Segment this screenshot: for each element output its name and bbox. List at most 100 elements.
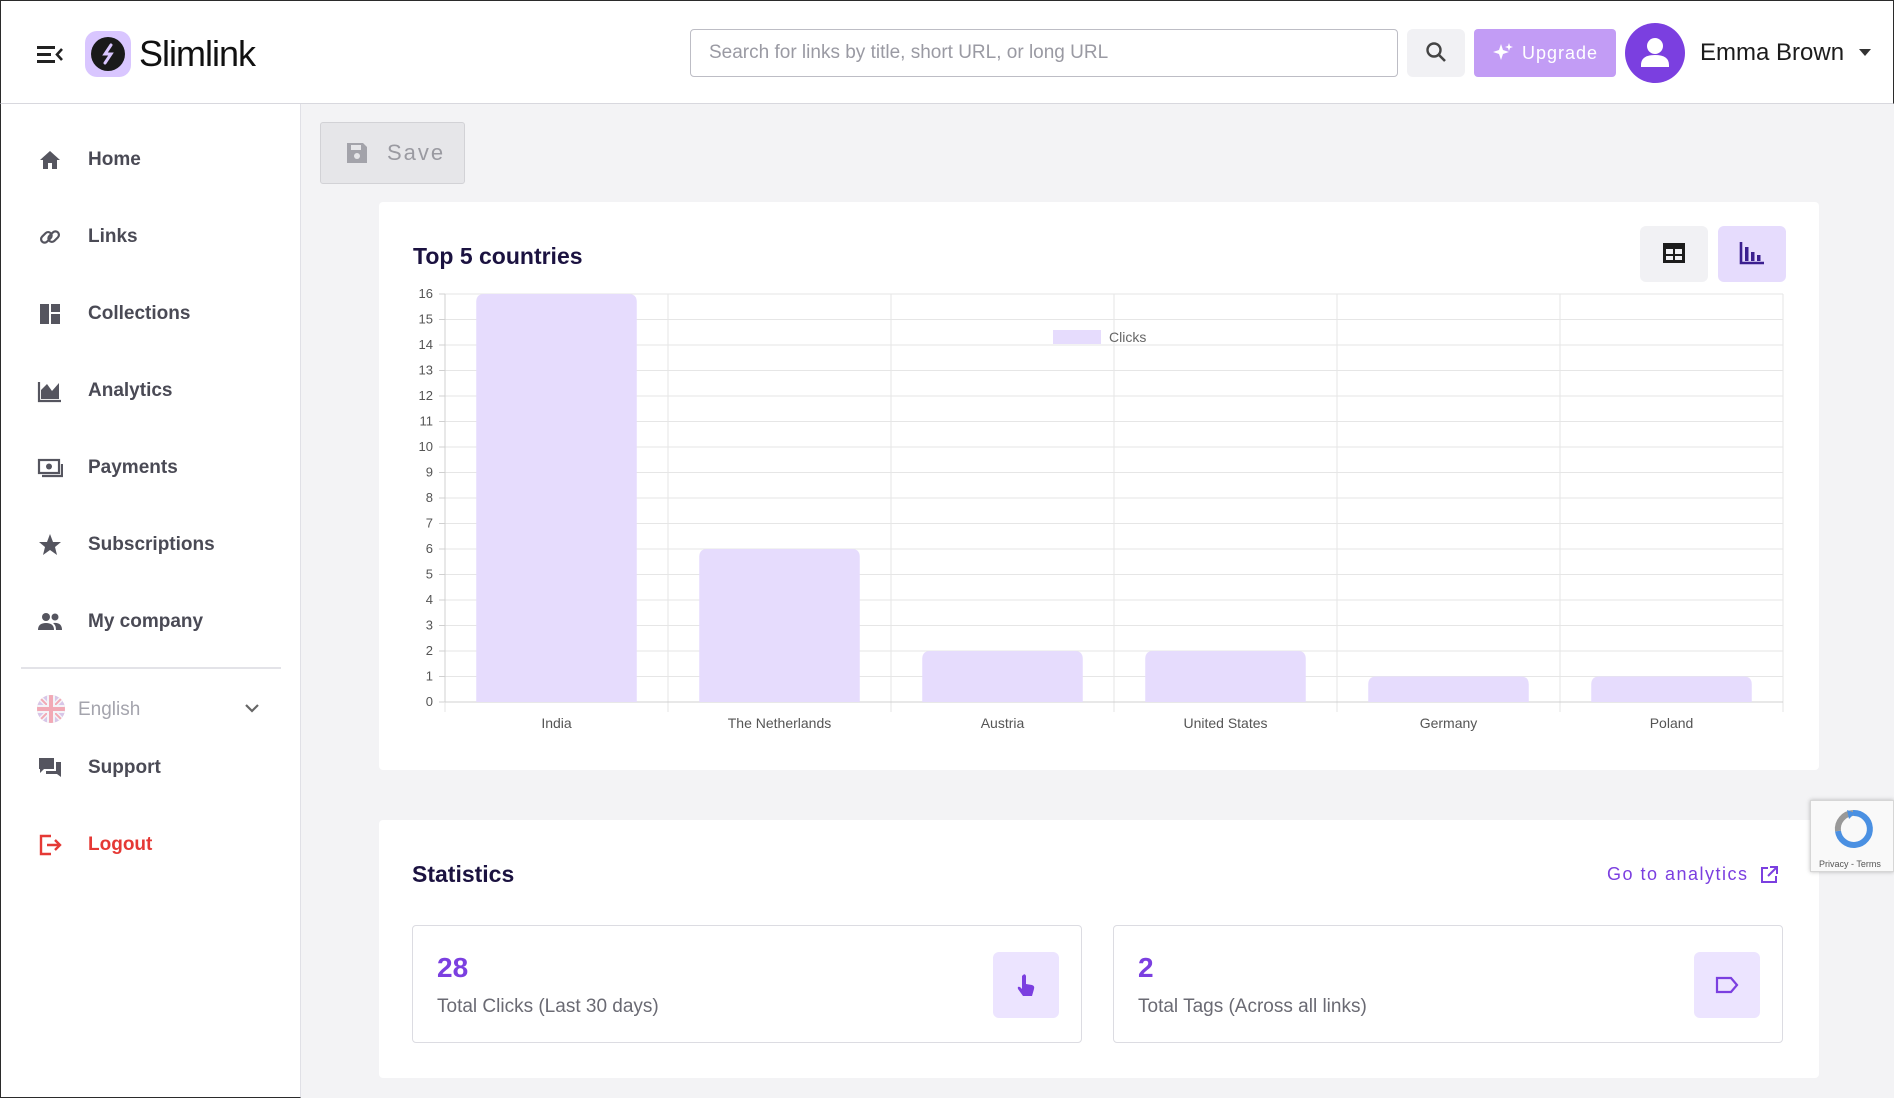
sidebar-item-home[interactable]: Home: [1, 129, 301, 189]
sidebar-item-collections[interactable]: Collections: [1, 283, 301, 343]
y-tick-label: 0: [426, 694, 433, 709]
table-icon: [1663, 242, 1685, 263]
uk-flag-icon: [37, 695, 65, 723]
total-clicks-card: 28 Total Clicks (Last 30 days): [412, 925, 1082, 1043]
upgrade-label: Upgrade: [1521, 42, 1599, 63]
sidebar-item-label: Links: [88, 226, 138, 247]
y-tick-label: 12: [419, 388, 433, 403]
sidebar-item-payments[interactable]: Payments: [1, 437, 301, 497]
recaptcha-icon: [1834, 809, 1873, 848]
save-icon: [347, 143, 367, 163]
sidebar-item-label: My company: [88, 611, 204, 632]
search-icon: [1426, 41, 1446, 62]
legend-swatch: [1053, 330, 1101, 344]
sidebar-item-label: Payments: [88, 457, 178, 478]
user-name[interactable]: Emma Brown: [1700, 39, 1845, 66]
caret-down-icon[interactable]: [1859, 49, 1871, 56]
x-tick-label: Germany: [1420, 715, 1478, 731]
x-tick-label: The Netherlands: [728, 715, 832, 731]
chart-view-button[interactable]: [1718, 226, 1786, 282]
sidebar-item-label: Collections: [88, 303, 191, 324]
logo-text[interactable]: Slimlink: [139, 33, 256, 74]
tap-icon: [993, 952, 1059, 1018]
link-icon: [39, 230, 61, 244]
logo-icon[interactable]: [85, 31, 131, 77]
sidebar-item-links[interactable]: Links: [1, 206, 301, 266]
external-link-icon: [1760, 865, 1778, 883]
user-icon: [1641, 38, 1669, 67]
search-input[interactable]: [690, 29, 1398, 77]
stat-value: 2: [1138, 952, 1154, 983]
y-tick-label: 4: [426, 592, 433, 607]
statistics-title: Statistics: [412, 861, 515, 887]
menu-collapse-icon[interactable]: [37, 43, 63, 65]
y-tick-label: 2: [426, 643, 433, 658]
save-label: Save: [387, 140, 446, 165]
sidebar-item-label: Analytics: [88, 380, 173, 401]
bar: [476, 294, 637, 702]
x-tick-label: Poland: [1650, 715, 1694, 731]
sidebar-item-logout[interactable]: Logout: [1, 814, 301, 874]
y-tick-label: 13: [419, 363, 433, 378]
y-tick-label: 7: [426, 516, 433, 531]
money-icon: [37, 458, 63, 478]
y-tick-label: 14: [419, 337, 433, 352]
people-icon: [38, 613, 62, 630]
y-tick-label: 3: [426, 618, 433, 633]
statistics-card: Statistics Go to analytics 28 Total Clic…: [379, 820, 1819, 1078]
recaptcha-footer[interactable]: Privacy - Terms: [1819, 859, 1881, 869]
avatar[interactable]: [1625, 23, 1685, 83]
sidebar-item-label: Logout: [88, 834, 153, 855]
language-select[interactable]: English: [31, 687, 271, 731]
stat-label: Total Clicks (Last 30 days): [437, 996, 659, 1017]
sidebar-item-support[interactable]: Support: [1, 737, 301, 797]
card-title: Top 5 countries: [413, 243, 583, 269]
search-button[interactable]: [1407, 29, 1465, 77]
y-tick-label: 15: [419, 312, 433, 327]
legend-label: Clicks: [1109, 329, 1146, 345]
bar: [1368, 676, 1529, 702]
dashboard-icon: [40, 304, 60, 324]
y-tick-label: 11: [420, 414, 434, 429]
bar-chart-icon: [1739, 241, 1764, 264]
y-tick-label: 16: [419, 286, 433, 301]
table-view-button[interactable]: [1640, 226, 1708, 282]
sparkle-icon: [1492, 43, 1513, 60]
go-to-analytics-link[interactable]: Go to analytics: [1607, 864, 1779, 885]
sidebar-item-my-company[interactable]: My company: [1, 591, 301, 651]
top-header: Slimlink Upgrade Emma Brown: [0, 0, 1894, 104]
x-tick-label: India: [541, 715, 572, 731]
x-tick-label: Austria: [981, 715, 1025, 731]
y-tick-label: 10: [419, 439, 433, 454]
stat-value: 28: [437, 952, 469, 983]
x-tick-label: United States: [1183, 715, 1267, 731]
y-tick-label: 5: [426, 567, 433, 582]
chat-icon: [39, 758, 61, 777]
y-tick-label: 9: [426, 465, 433, 480]
recaptcha-badge[interactable]: Privacy - Terms: [1810, 800, 1894, 872]
area-chart-icon: [37, 382, 61, 403]
upgrade-button[interactable]: Upgrade: [1474, 29, 1616, 77]
sidebar-item-label: Subscriptions: [88, 534, 215, 555]
save-button[interactable]: Save: [320, 122, 465, 184]
sidebar-item-analytics[interactable]: Analytics: [1, 360, 301, 420]
stat-label: Total Tags (Across all links): [1138, 996, 1367, 1017]
bar: [1591, 676, 1752, 702]
sidebar-item-label: Home: [88, 149, 141, 170]
go-to-analytics-label: Go to analytics: [1607, 864, 1749, 884]
sidebar-item-label: Support: [88, 757, 161, 778]
sidebar-divider: [21, 667, 281, 669]
y-tick-label: 8: [426, 490, 433, 505]
bar: [922, 651, 1083, 702]
y-tick-label: 1: [426, 669, 433, 684]
sidebar: Home Links Collections Analytics Payment…: [0, 104, 301, 1098]
language-label: English: [78, 699, 141, 720]
logout-icon: [39, 834, 62, 856]
top-countries-card: Top 5 countries 0 1 2 3 4 5 6 7 8 9 10 11 12 13 14 15 16…: [379, 202, 1819, 770]
home-icon: [40, 151, 60, 169]
bar: [1145, 651, 1306, 702]
tag-icon: [1694, 952, 1760, 1018]
star-icon: [39, 534, 61, 555]
sidebar-item-subscriptions[interactable]: Subscriptions: [1, 514, 301, 574]
